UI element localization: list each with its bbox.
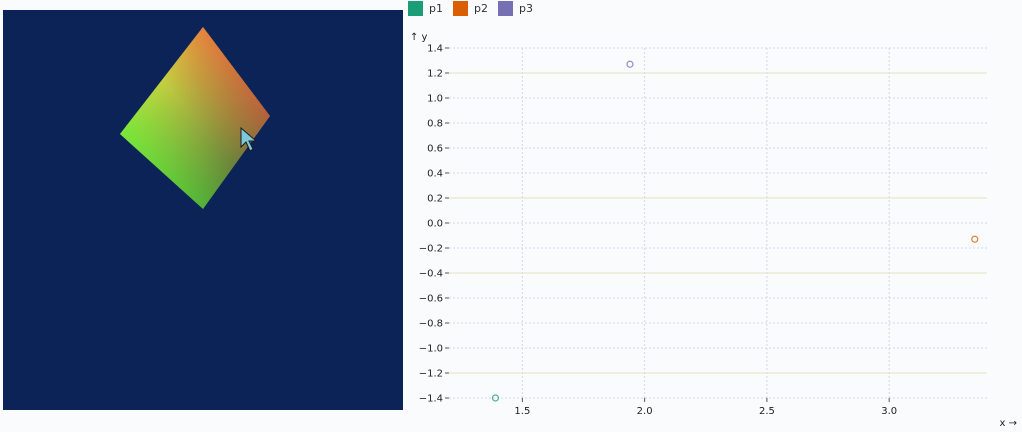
- data-point-p3: [626, 60, 634, 68]
- legend-item-p3: p3: [497, 0, 533, 16]
- x-tick-label: 2.5: [759, 406, 775, 417]
- y-tick-label: −0.8: [419, 319, 443, 330]
- y-tick-label: −0.2: [419, 244, 443, 255]
- y-tick-label: 0.2: [427, 194, 443, 205]
- mouse-cursor-icon: [240, 126, 258, 152]
- x-axis-label: x →: [1000, 418, 1017, 429]
- y-tick-label: −0.6: [419, 294, 443, 305]
- y-tick-label: 1.4: [427, 44, 443, 55]
- y-tick-label: 0.8: [427, 119, 443, 130]
- gradient-diamond[interactable]: [120, 27, 270, 209]
- x-tick-label: 2.0: [637, 406, 653, 417]
- y-tick-label: −1.4: [419, 394, 443, 405]
- data-point-p2: [971, 235, 979, 243]
- gradient-canvas[interactable]: [3, 10, 403, 410]
- y-tick-label: 0.4: [427, 169, 443, 180]
- legend-item-p2: p2: [452, 0, 488, 16]
- legend-swatch: [452, 0, 468, 16]
- y-tick-label: 1.0: [427, 94, 443, 105]
- legend-label: p3: [518, 1, 533, 15]
- y-tick-label: 0.6: [427, 144, 443, 155]
- y-tick-label: 0.0: [427, 219, 443, 230]
- legend-label: p1: [429, 1, 443, 15]
- canvas-drawing[interactable]: [3, 10, 403, 410]
- y-tick-label: −1.0: [419, 344, 443, 355]
- y-tick-label: 1.2: [427, 69, 443, 80]
- legend-item-p1: p1: [408, 0, 443, 16]
- scatter-plot: 1.4 1.2 1.0 0.8 0.6 0.4 0.2 0.0 −0.2 −0.4 −0.6 −0.8…: [410, 32, 1017, 429]
- x-tick-label: 1.5: [514, 406, 530, 417]
- legend-label: p2: [473, 1, 488, 15]
- legend-swatch: [408, 0, 423, 16]
- y-tick-label: −1.2: [419, 369, 443, 380]
- data-point-p1: [491, 394, 500, 402]
- x-tick-label: 3.0: [881, 406, 897, 417]
- y-tick-label: −0.4: [419, 269, 443, 280]
- legend-swatch: [497, 0, 513, 16]
- y-axis-label: ↑ y: [410, 32, 428, 43]
- legend: p1 p2 p3: [408, 0, 543, 16]
